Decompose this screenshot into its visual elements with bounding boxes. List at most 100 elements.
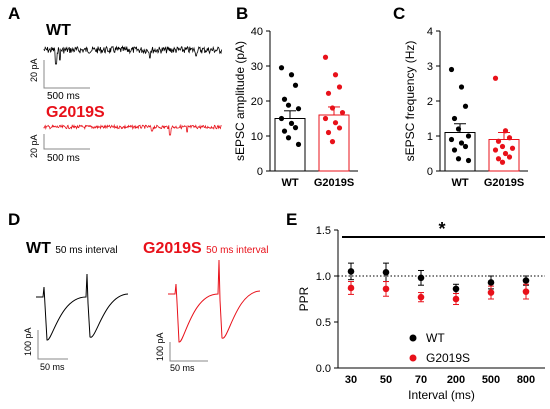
legend-marker xyxy=(409,354,417,362)
point-wt xyxy=(382,269,390,276)
data-point xyxy=(322,54,329,60)
data-point xyxy=(278,65,285,71)
g2019s-interval-label: 50 ms interval xyxy=(206,245,269,256)
data-point xyxy=(281,96,288,102)
data-point xyxy=(332,120,339,126)
wt-d-label-text: WT xyxy=(26,240,51,257)
data-point xyxy=(336,84,343,90)
data-point xyxy=(325,129,332,136)
data-point xyxy=(329,139,336,145)
data-point xyxy=(495,138,502,144)
x-tick-label: 800 xyxy=(517,374,535,386)
data-point xyxy=(451,115,458,122)
wt-trace-scale-bar xyxy=(43,60,90,89)
data-point xyxy=(499,159,506,165)
data-point xyxy=(281,128,288,134)
y-tick-label: 3 xyxy=(427,61,433,73)
point-g2019s xyxy=(487,289,495,296)
legend-label: G2019S xyxy=(426,351,470,365)
y-tick-label: 2 xyxy=(427,96,433,108)
data-point xyxy=(455,126,462,132)
wt-label: WT xyxy=(46,22,71,39)
y-tick-label: 0.0 xyxy=(316,363,331,375)
category-label: G2019S xyxy=(484,177,524,189)
wt-epsc-scale-bar xyxy=(37,330,68,360)
legend-marker xyxy=(409,334,417,342)
wt-trace xyxy=(43,45,222,65)
data-point xyxy=(295,141,302,147)
point-g2019s xyxy=(522,288,530,295)
category-label: WT xyxy=(281,177,298,189)
x-tick-label: 200 xyxy=(447,374,465,386)
data-point xyxy=(458,140,465,146)
data-point xyxy=(465,157,472,164)
data-point xyxy=(339,109,346,116)
data-point xyxy=(499,143,506,150)
x-tick-label: 500 xyxy=(482,374,500,386)
point-g2019s xyxy=(347,284,355,292)
data-point xyxy=(451,147,458,153)
data-point xyxy=(506,154,513,160)
y-tick-label: 30 xyxy=(251,61,263,73)
data-point xyxy=(502,150,509,157)
y-tick-label: 20 xyxy=(251,96,263,108)
wt-scale-y-label: 20 pA xyxy=(29,58,39,82)
panel-letter-e: E xyxy=(286,210,298,229)
panel-a-scale-bars xyxy=(43,60,90,150)
point-wt xyxy=(487,279,495,286)
y-tick-label: 40 xyxy=(251,26,263,38)
point-g2019s xyxy=(382,285,390,293)
y-tick-label: 0 xyxy=(257,166,263,178)
g2019s-scale-y-label: 20 pA xyxy=(29,134,39,158)
y-tick-label: 1.0 xyxy=(316,271,331,283)
y-tick-label: 0 xyxy=(427,166,433,178)
data-point xyxy=(332,72,339,78)
point-g2019s xyxy=(452,295,460,303)
point-wt xyxy=(522,277,530,284)
data-point xyxy=(458,84,465,90)
wt-interval-label: 50 ms interval xyxy=(55,245,118,256)
panel-d-traces xyxy=(36,259,261,343)
data-point xyxy=(285,102,292,108)
data-point xyxy=(325,90,332,96)
data-point xyxy=(322,115,329,122)
y-axis-label: PPR xyxy=(297,286,311,311)
g2019s-epsc-trace xyxy=(168,259,261,343)
significance-star: * xyxy=(438,219,445,239)
wt-d-label: WT 50 ms interval xyxy=(26,241,118,257)
data-point xyxy=(292,125,299,131)
x-tick-label: 50 xyxy=(380,374,392,386)
point-wt xyxy=(347,268,355,275)
y-axis-label: sEPSC amplitude (pA) xyxy=(233,41,247,161)
wt-d-scale-y-label: 100 pA xyxy=(23,327,33,356)
y-tick-label: 4 xyxy=(427,26,433,38)
y-axis-label: sEPSC frequency (Hz) xyxy=(403,41,417,162)
panel-letter-a: A xyxy=(8,4,21,23)
data-point xyxy=(506,135,513,141)
x-tick-label: 30 xyxy=(345,374,357,386)
data-point xyxy=(495,156,502,162)
y-tick-label: 0.5 xyxy=(316,317,331,329)
data-point xyxy=(462,103,469,109)
g2019s-d-label-text: G2019S xyxy=(143,240,202,257)
g2019s-label: G2019S xyxy=(46,104,105,121)
panel-d-scale-bars xyxy=(37,330,208,362)
chart-c: 0 1 2 3 4 sEPSC frequency (Hz) WT G2019S xyxy=(403,26,528,189)
y-tick-label: 1 xyxy=(427,131,433,143)
data-point xyxy=(295,106,302,112)
g2019s-trace-scale-bar xyxy=(43,134,90,150)
data-point xyxy=(502,128,509,134)
data-point xyxy=(448,66,455,73)
data-point xyxy=(465,133,472,139)
data-point xyxy=(336,125,343,131)
data-point xyxy=(492,75,499,81)
data-point xyxy=(509,145,516,151)
data-point xyxy=(455,156,462,162)
wt-scale-x-label: 500 ms xyxy=(47,91,80,102)
x-tick-label: 70 xyxy=(415,374,427,386)
legend-label: WT xyxy=(426,331,445,345)
panel-letter-d: D xyxy=(8,210,21,229)
g2019s-trace xyxy=(43,123,222,136)
